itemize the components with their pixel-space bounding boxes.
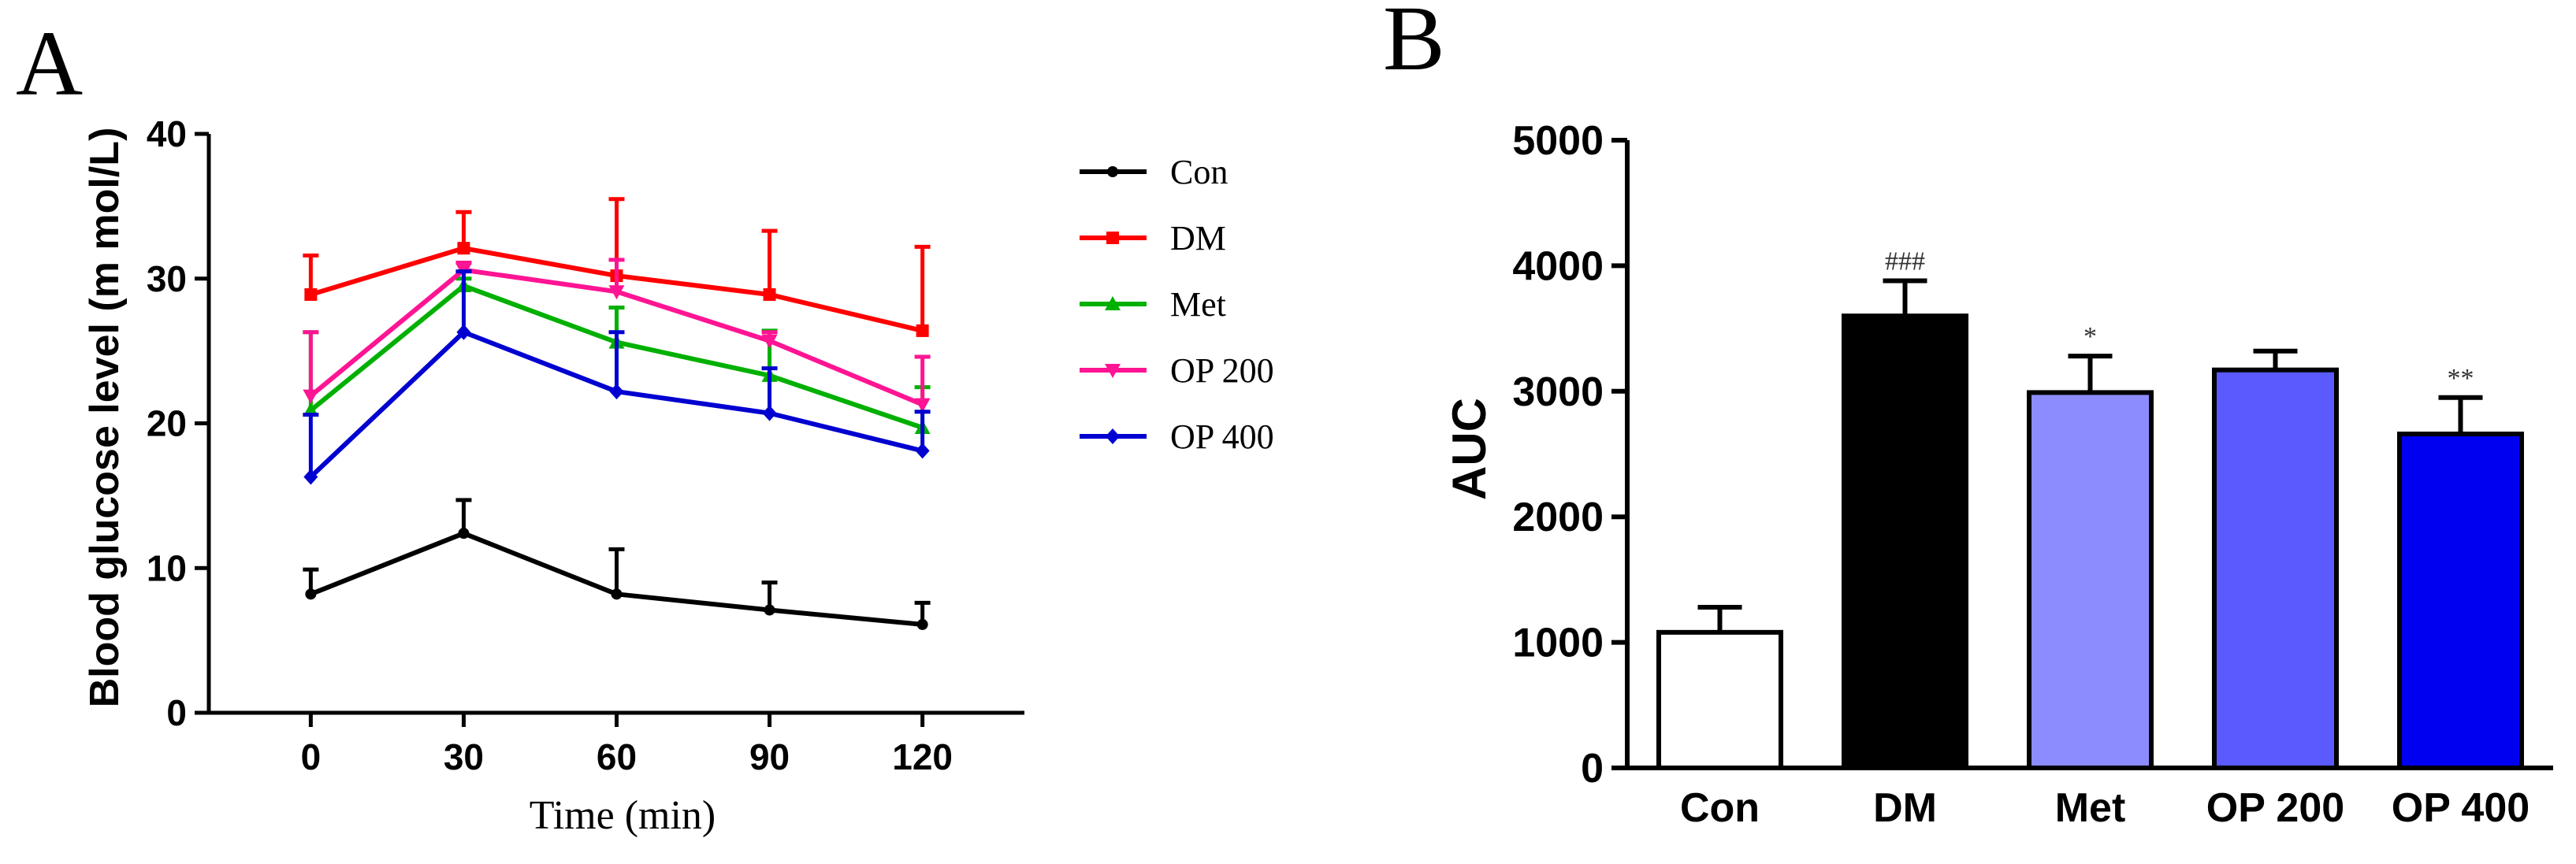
legend-label-op-200: OP 200 [1170, 351, 1274, 390]
panel-b-x-tick-label: Met [2055, 785, 2126, 831]
panel-a-legend: Con DM Met OP 200 OP 400 [1080, 153, 1274, 456]
data-point-op-200 [761, 334, 778, 349]
legend-marker-op-200 [1105, 364, 1121, 378]
significance-marker-op-400: ** [2448, 364, 2474, 393]
data-point-op-200 [914, 398, 931, 413]
panel-a-y-tick-label: 30 [147, 258, 187, 299]
bar-con [1656, 629, 1783, 771]
panel-a-x-tick-label: 120 [892, 736, 953, 777]
data-point-con [764, 604, 775, 616]
panel-a-y-axis-title: Blood glucose level (m mol/L) [82, 128, 128, 708]
panel-a-x-tick-label: 90 [749, 736, 790, 777]
data-point-con [305, 588, 317, 600]
legend-label-con: Con [1170, 153, 1228, 191]
data-point-con [611, 588, 623, 600]
panel-b-x-tick-label: OP 200 [2206, 785, 2344, 831]
significance-marker-dm: ### [1885, 247, 1925, 276]
panel-b-y-tick-label: 2000 [1512, 495, 1604, 540]
data-point-dm [457, 242, 470, 255]
panel-a-line-chart: A 0 10 20 30 40 0 30 60 90 120 Time (min) Blood g… [16, 12, 1274, 838]
panel-b-label: B [1383, 0, 1445, 90]
panel-b-y-tick-label: 5000 [1512, 118, 1604, 164]
panel-a-x-axis-title: Time (min) [530, 793, 716, 838]
panel-a-y-tick-label: 10 [147, 547, 187, 588]
data-point-op-400 [609, 384, 624, 400]
legend-marker-met [1105, 296, 1121, 310]
panel-b-bar-chart: B 0 1000 2000 3000 4000 5000 Con ### DM * Met OP 20… [1383, 0, 2553, 831]
legend-marker-con [1107, 166, 1118, 177]
panel-b-x-tick-label: DM [1873, 785, 1937, 831]
panel-b-x-tick-label: Con [1680, 785, 1760, 831]
panel-a-y-tick-label: 0 [166, 692, 187, 733]
significance-marker-met: * [2083, 322, 2097, 351]
panel-b-x-tick-label: OP 400 [2392, 785, 2530, 831]
data-point-op-400 [456, 324, 471, 340]
panel-b-y-tick-label: 0 [1581, 746, 1604, 792]
panel-a-label: A [16, 12, 83, 115]
bar-met [2027, 390, 2154, 770]
bar-op-200 [2212, 367, 2339, 770]
bar-dm [1842, 313, 1968, 771]
data-point-con [458, 528, 470, 540]
panel-b-y-axis-title: AUC [1443, 398, 1496, 500]
data-point-op-400 [915, 443, 930, 459]
data-point-op-400 [762, 405, 777, 421]
data-point-dm [916, 324, 929, 337]
data-point-op-200 [608, 285, 625, 300]
panel-a-x-tick-label: 60 [597, 736, 637, 777]
legend-label-dm: DM [1170, 219, 1226, 258]
data-point-dm [304, 287, 318, 301]
data-point-op-400 [303, 469, 318, 485]
data-point-con [916, 618, 928, 630]
legend-label-op-400: OP 400 [1170, 417, 1274, 456]
data-point-dm [763, 287, 776, 301]
panel-b-y-tick-label: 4000 [1512, 243, 1604, 289]
data-point-op-200 [303, 389, 319, 404]
panel-a-y-tick-label: 40 [147, 113, 187, 154]
legend-label-met: Met [1170, 285, 1226, 324]
bar-op-400 [2397, 431, 2524, 770]
panel-b-y-tick-label: 1000 [1512, 621, 1604, 666]
legend-marker-op-400 [1106, 428, 1120, 444]
panel-b-y-tick-label: 3000 [1512, 369, 1604, 415]
panel-a-x-tick-label: 0 [301, 736, 322, 777]
legend-marker-dm [1106, 232, 1119, 244]
panel-a-x-tick-label: 30 [444, 736, 484, 777]
panel-a-y-tick-label: 20 [147, 403, 187, 444]
